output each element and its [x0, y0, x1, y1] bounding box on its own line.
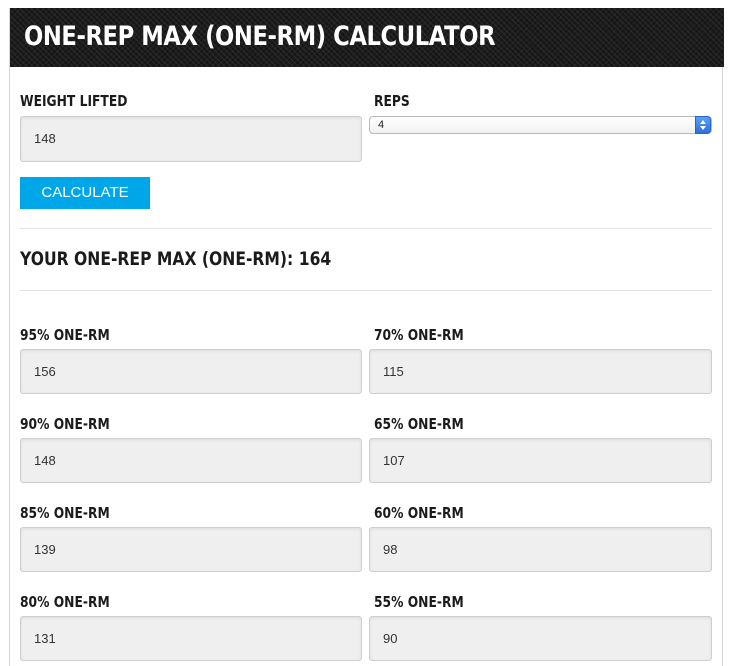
percent-field-65[interactable]: 107 — [369, 438, 712, 483]
percent-field-95[interactable]: 156 — [20, 349, 362, 394]
result-label: YOUR ONE-REP MAX (ONE-RM): — [20, 248, 294, 270]
percent-label-85: 85% ONE-RM — [20, 504, 110, 522]
percent-field-85[interactable]: 139 — [20, 527, 362, 572]
page-title: ONE-REP MAX (ONE-RM) CALCULATOR — [24, 21, 496, 52]
percent-field-80[interactable]: 131 — [20, 616, 362, 661]
calculator-panel: ONE-REP MAX (ONE-RM) CALCULATOR WEIGHT L… — [9, 8, 724, 666]
reps-select[interactable]: 4 — [369, 116, 712, 134]
percent-label-80: 80% ONE-RM — [20, 593, 110, 611]
percent-label-90: 90% ONE-RM — [20, 415, 110, 433]
percent-field-70[interactable]: 115 — [369, 349, 712, 394]
percent-field-55[interactable]: 90 — [369, 616, 712, 661]
percent-label-65: 65% ONE-RM — [374, 415, 464, 433]
calculator-header: ONE-REP MAX (ONE-RM) CALCULATOR — [10, 8, 724, 67]
select-arrows-icon[interactable] — [695, 116, 711, 134]
divider-top — [20, 228, 712, 229]
one-rep-max-result: YOUR ONE-REP MAX (ONE-RM): 164 — [20, 248, 331, 270]
reps-select-value: 4 — [378, 119, 385, 131]
percent-label-95: 95% ONE-RM — [20, 326, 110, 344]
percent-label-70: 70% ONE-RM — [374, 326, 464, 344]
result-value: 164 — [298, 248, 332, 270]
weight-lifted-label: WEIGHT LIFTED — [20, 92, 128, 110]
calculate-button[interactable]: CALCULATE — [20, 177, 150, 209]
divider-bottom — [20, 290, 712, 291]
percent-field-90[interactable]: 148 — [20, 438, 362, 483]
percent-label-60: 60% ONE-RM — [374, 504, 464, 522]
reps-label: REPS — [374, 92, 410, 110]
percent-field-60[interactable]: 98 — [369, 527, 712, 572]
weight-lifted-input[interactable]: 148 — [20, 116, 362, 162]
percent-label-55: 55% ONE-RM — [374, 593, 464, 611]
